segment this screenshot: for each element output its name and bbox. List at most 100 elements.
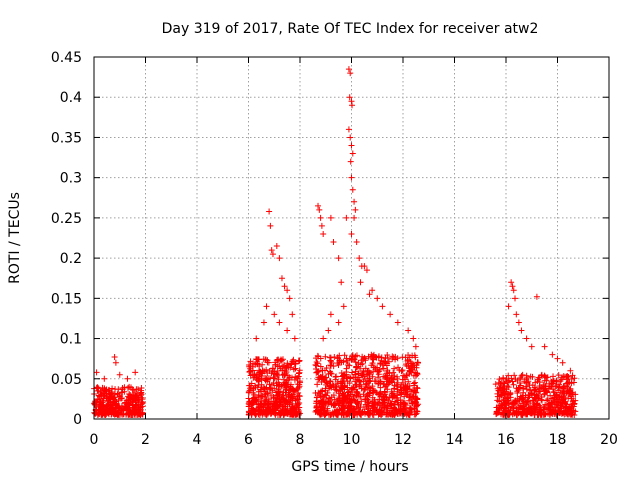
x-tick-label: 12	[394, 432, 412, 448]
data-point	[369, 403, 376, 410]
data-point	[102, 387, 109, 394]
data-point	[354, 405, 361, 412]
data-point	[287, 383, 294, 390]
data-point	[348, 386, 355, 393]
data-point	[344, 378, 351, 385]
data-point	[366, 410, 373, 417]
data-point	[253, 335, 260, 342]
data-point	[415, 359, 422, 366]
data-point	[284, 327, 291, 334]
data-point	[316, 206, 323, 213]
y-tick-label: 0.4	[60, 90, 82, 106]
data-point	[552, 383, 559, 390]
data-point	[109, 385, 116, 392]
data-point	[541, 406, 548, 413]
data-point	[266, 208, 273, 215]
data-point	[349, 405, 356, 412]
data-point	[329, 381, 336, 388]
data-point	[322, 353, 329, 360]
data-point	[547, 404, 554, 411]
data-point	[246, 398, 253, 405]
data-point	[403, 372, 410, 379]
data-point	[366, 384, 373, 391]
data-point	[391, 373, 398, 380]
data-point	[396, 367, 403, 374]
data-point	[373, 354, 380, 361]
data-point	[341, 386, 348, 393]
data-point	[358, 398, 365, 405]
data-point	[317, 399, 324, 406]
data-point	[548, 408, 555, 415]
data-point	[412, 343, 419, 350]
data-point	[347, 391, 354, 398]
data-point	[523, 372, 530, 379]
data-point	[538, 396, 545, 403]
y-tick-labels: 0 0.05 0.1 0.15 0.2 0.25 0.3 0.35 0.4 0.45	[51, 50, 82, 428]
data-point	[528, 343, 535, 350]
data-point	[320, 335, 327, 342]
data-point	[394, 392, 401, 399]
data-point	[414, 408, 421, 415]
data-point	[318, 222, 325, 229]
data-point	[365, 405, 372, 412]
data-point	[379, 399, 386, 406]
data-point	[414, 385, 421, 392]
data-point	[505, 384, 512, 391]
data-point	[331, 354, 338, 361]
data-point	[343, 371, 350, 378]
data-point	[359, 370, 366, 377]
data-point	[103, 395, 110, 402]
data-point	[397, 391, 404, 398]
data-point	[278, 275, 285, 282]
data-point	[398, 390, 405, 397]
data-point	[269, 251, 276, 258]
data-point	[315, 202, 322, 209]
data-point	[118, 402, 125, 409]
data-point	[262, 391, 269, 398]
data-point	[526, 381, 533, 388]
data-point	[338, 279, 345, 286]
data-point	[348, 396, 355, 403]
data-point	[293, 403, 300, 410]
data-point	[413, 364, 420, 371]
data-point	[320, 376, 327, 383]
data-point	[567, 367, 574, 374]
data-point	[315, 389, 322, 396]
data-point	[345, 126, 352, 133]
data-point	[531, 411, 538, 418]
data-point	[256, 356, 263, 363]
data-point	[327, 370, 334, 377]
data-point	[286, 374, 293, 381]
data-point	[347, 409, 354, 416]
data-point	[269, 406, 276, 413]
data-point	[551, 394, 558, 401]
data-point	[296, 367, 303, 374]
data-point	[394, 399, 401, 406]
data-point	[295, 370, 302, 377]
data-point	[267, 222, 274, 229]
data-point	[343, 365, 350, 372]
data-point	[267, 384, 274, 391]
data-point	[343, 214, 350, 221]
data-point	[353, 392, 360, 399]
data-point	[406, 386, 413, 393]
data-point	[516, 384, 523, 391]
data-point	[376, 406, 383, 413]
data-point	[355, 359, 362, 366]
data-point	[412, 379, 419, 386]
data-point	[106, 401, 113, 408]
data-point	[327, 362, 334, 369]
data-point	[320, 230, 327, 237]
data-point	[555, 387, 562, 394]
data-point	[254, 361, 261, 368]
data-point	[317, 214, 324, 221]
data-point	[274, 367, 281, 374]
data-point	[550, 398, 557, 405]
data-point	[99, 401, 106, 408]
data-point	[265, 396, 272, 403]
data-point	[389, 390, 396, 397]
data-point	[326, 354, 333, 361]
data-point	[342, 395, 349, 402]
data-point	[348, 174, 355, 181]
data-point	[513, 411, 520, 418]
